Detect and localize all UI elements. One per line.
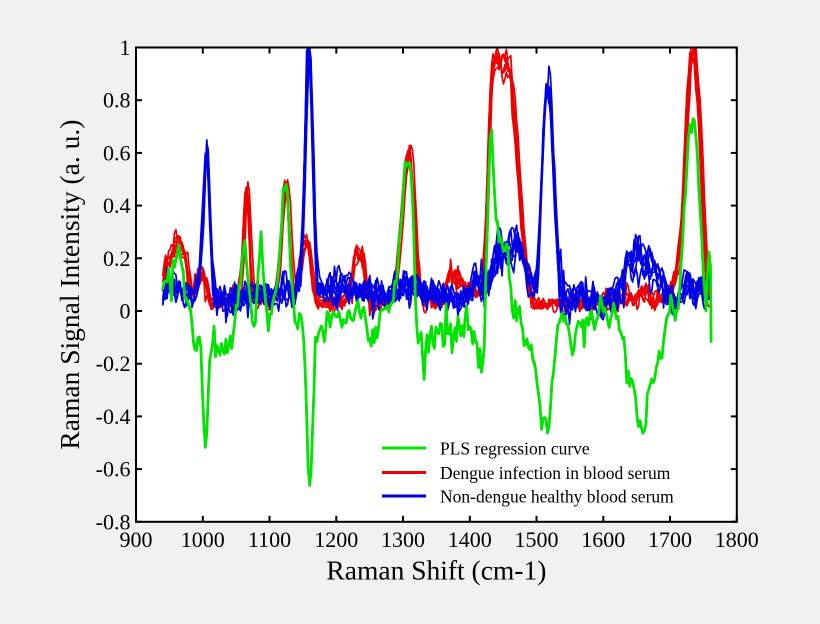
- svg-text:-0.4: -0.4: [96, 404, 131, 429]
- svg-text:1400: 1400: [448, 527, 492, 552]
- svg-text:1100: 1100: [248, 527, 291, 552]
- svg-text:Dengue infection in blood seru: Dengue infection in blood serum: [440, 463, 671, 483]
- svg-text:0.8: 0.8: [103, 88, 131, 113]
- svg-text:Raman Signal Intensity (a. u.): Raman Signal Intensity (a. u.): [54, 120, 85, 450]
- svg-text:PLS regression curve: PLS regression curve: [440, 438, 590, 458]
- svg-text:1800: 1800: [715, 527, 759, 552]
- svg-text:1500: 1500: [515, 527, 559, 552]
- svg-text:0: 0: [120, 299, 131, 324]
- svg-text:0.6: 0.6: [103, 140, 131, 165]
- svg-text:0.2: 0.2: [103, 246, 131, 271]
- svg-text:Non-dengue healthy blood serum: Non-dengue healthy blood serum: [440, 486, 674, 506]
- svg-text:1600: 1600: [581, 527, 625, 552]
- svg-text:1: 1: [120, 35, 131, 60]
- svg-text:-0.8: -0.8: [96, 509, 131, 534]
- svg-text:1700: 1700: [648, 527, 692, 552]
- svg-text:1200: 1200: [314, 527, 358, 552]
- svg-text:Raman Shift (cm-1): Raman Shift (cm-1): [326, 555, 546, 586]
- svg-text:1300: 1300: [381, 527, 425, 552]
- svg-text:900: 900: [120, 527, 153, 552]
- svg-text:-0.6: -0.6: [96, 457, 131, 482]
- svg-text:1000: 1000: [181, 527, 225, 552]
- svg-text:-0.2: -0.2: [96, 351, 131, 376]
- svg-text:0.4: 0.4: [103, 193, 131, 218]
